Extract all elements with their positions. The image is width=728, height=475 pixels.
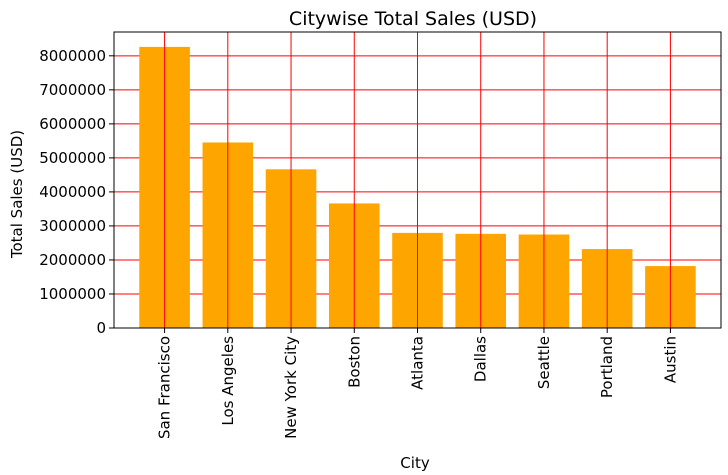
x-axis-label: City (400, 454, 430, 472)
y-tick-label: 7000000 (39, 81, 106, 99)
x-tick-label: Dallas (472, 336, 490, 382)
chart-title: Citywise Total Sales (USD) (289, 8, 537, 30)
y-axis-ticks: 0 1000000 2000000 3000000 4000000 5000000 6000… (39, 47, 114, 337)
x-tick-label: Atlanta (409, 336, 427, 390)
x-axis-ticks: San Francisco Los Angeles New York City Bos… (156, 328, 679, 439)
y-tick-label: 4000000 (39, 183, 106, 201)
y-tick-label: 1000000 (39, 285, 106, 303)
x-tick-label: San Francisco (156, 336, 174, 439)
x-tick-label: New York City (282, 336, 300, 439)
y-tick-label: 6000000 (39, 115, 106, 133)
x-tick-label: Los Angeles (219, 336, 237, 426)
x-tick-label: Seattle (535, 336, 553, 389)
x-tick-label: Boston (345, 336, 363, 388)
y-tick-label: 8000000 (39, 47, 106, 65)
y-tick-label: 3000000 (39, 217, 106, 235)
y-axis-label: Total Sales (USD) (8, 130, 26, 259)
vertical-grid-lines (164, 32, 671, 328)
x-tick-label: Austin (661, 336, 679, 383)
y-tick-label: 2000000 (39, 251, 106, 269)
y-tick-label: 5000000 (39, 149, 106, 167)
y-tick-label: 0 (96, 319, 106, 337)
x-tick-label: Portland (598, 336, 616, 398)
